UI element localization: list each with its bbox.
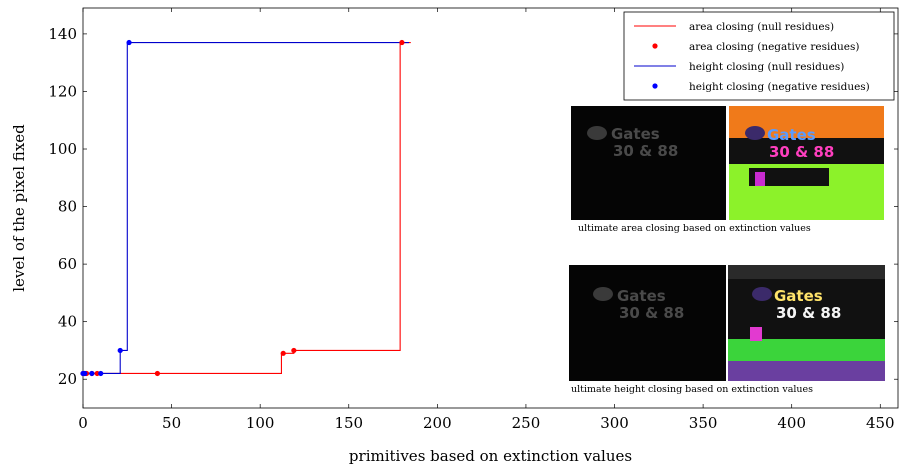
data-point-series-3 xyxy=(98,370,104,377)
x-tick-label: 400 xyxy=(777,414,806,432)
data-point-series-3 xyxy=(82,370,88,377)
y-tick-label: 120 xyxy=(48,82,77,100)
legend-box xyxy=(623,11,895,101)
area-closing-caption: ultimate area closing based on extinctio… xyxy=(578,223,811,234)
data-point-series-1 xyxy=(154,370,161,377)
x-tick-label: 0 xyxy=(78,414,88,432)
height-color-sign-line2: 30 & 88 xyxy=(776,304,842,322)
height-closing-caption: ultimate height closing based on extinct… xyxy=(571,384,814,395)
x-tick-label: 300 xyxy=(600,414,629,432)
x-tick-label: 150 xyxy=(334,414,363,432)
y-tick-label: 60 xyxy=(58,255,77,273)
area-dark-sign-line1: Gates xyxy=(611,125,660,143)
y-tick-label: 20 xyxy=(58,370,77,388)
y-tick-label: 100 xyxy=(48,140,77,158)
data-point-series-3 xyxy=(89,370,95,377)
area-dark-sign-line2: 30 & 88 xyxy=(613,142,679,160)
legend-marker-swatch xyxy=(652,43,658,49)
legend-entry: height closing (negative residues) xyxy=(689,81,870,93)
series-line-2 xyxy=(83,41,409,375)
x-tick-label: 450 xyxy=(866,414,895,432)
x-tick-label: 50 xyxy=(162,414,181,432)
plane-logo-icon xyxy=(752,287,772,301)
y-tick-label: 40 xyxy=(58,313,77,331)
x-tick-label: 200 xyxy=(423,414,452,432)
area-color-sign-line1: Gates xyxy=(767,126,816,144)
height-dark-sign-line1: Gates xyxy=(617,287,666,305)
plane-logo-icon xyxy=(587,126,607,140)
data-point-series-3 xyxy=(117,347,123,354)
plot-frame xyxy=(82,7,899,409)
area-closing-color-image: Gates 30 & 88 xyxy=(729,106,884,220)
legend-entry: area closing (null residues) xyxy=(689,21,834,33)
height-dark-sign-line2: 30 & 88 xyxy=(619,304,685,322)
height-closing-dark-image: Gates 30 & 88 xyxy=(569,265,726,381)
y-tick-label: 140 xyxy=(48,25,77,43)
legend-entry: height closing (null residues) xyxy=(689,61,844,73)
plane-logo-icon xyxy=(593,287,613,301)
area-closing-dark-image: Gates 30 & 88 xyxy=(571,106,726,220)
x-axis-label: primitives based on extinction values xyxy=(349,447,632,465)
area-color-sign-line2: 30 & 88 xyxy=(769,143,835,161)
legend-marker-swatch xyxy=(652,83,658,89)
data-point-series-1 xyxy=(399,39,405,46)
y-tick-label: 80 xyxy=(58,198,77,216)
height-color-sign-line1: Gates xyxy=(774,287,823,305)
x-tick-label: 250 xyxy=(512,414,541,432)
data-point-series-3 xyxy=(126,39,132,46)
data-point-series-1 xyxy=(280,350,286,356)
series-line-0 xyxy=(83,41,411,375)
y-axis-label: level of the pixel fixed xyxy=(10,124,28,292)
x-tick-label: 100 xyxy=(246,414,275,432)
x-tick-label: 350 xyxy=(689,414,718,432)
legend-entry: area closing (negative residues) xyxy=(689,41,860,53)
data-point-series-1 xyxy=(291,347,297,354)
plane-logo-icon xyxy=(745,126,765,140)
height-closing-color-image: Gates 30 & 88 xyxy=(728,265,885,381)
